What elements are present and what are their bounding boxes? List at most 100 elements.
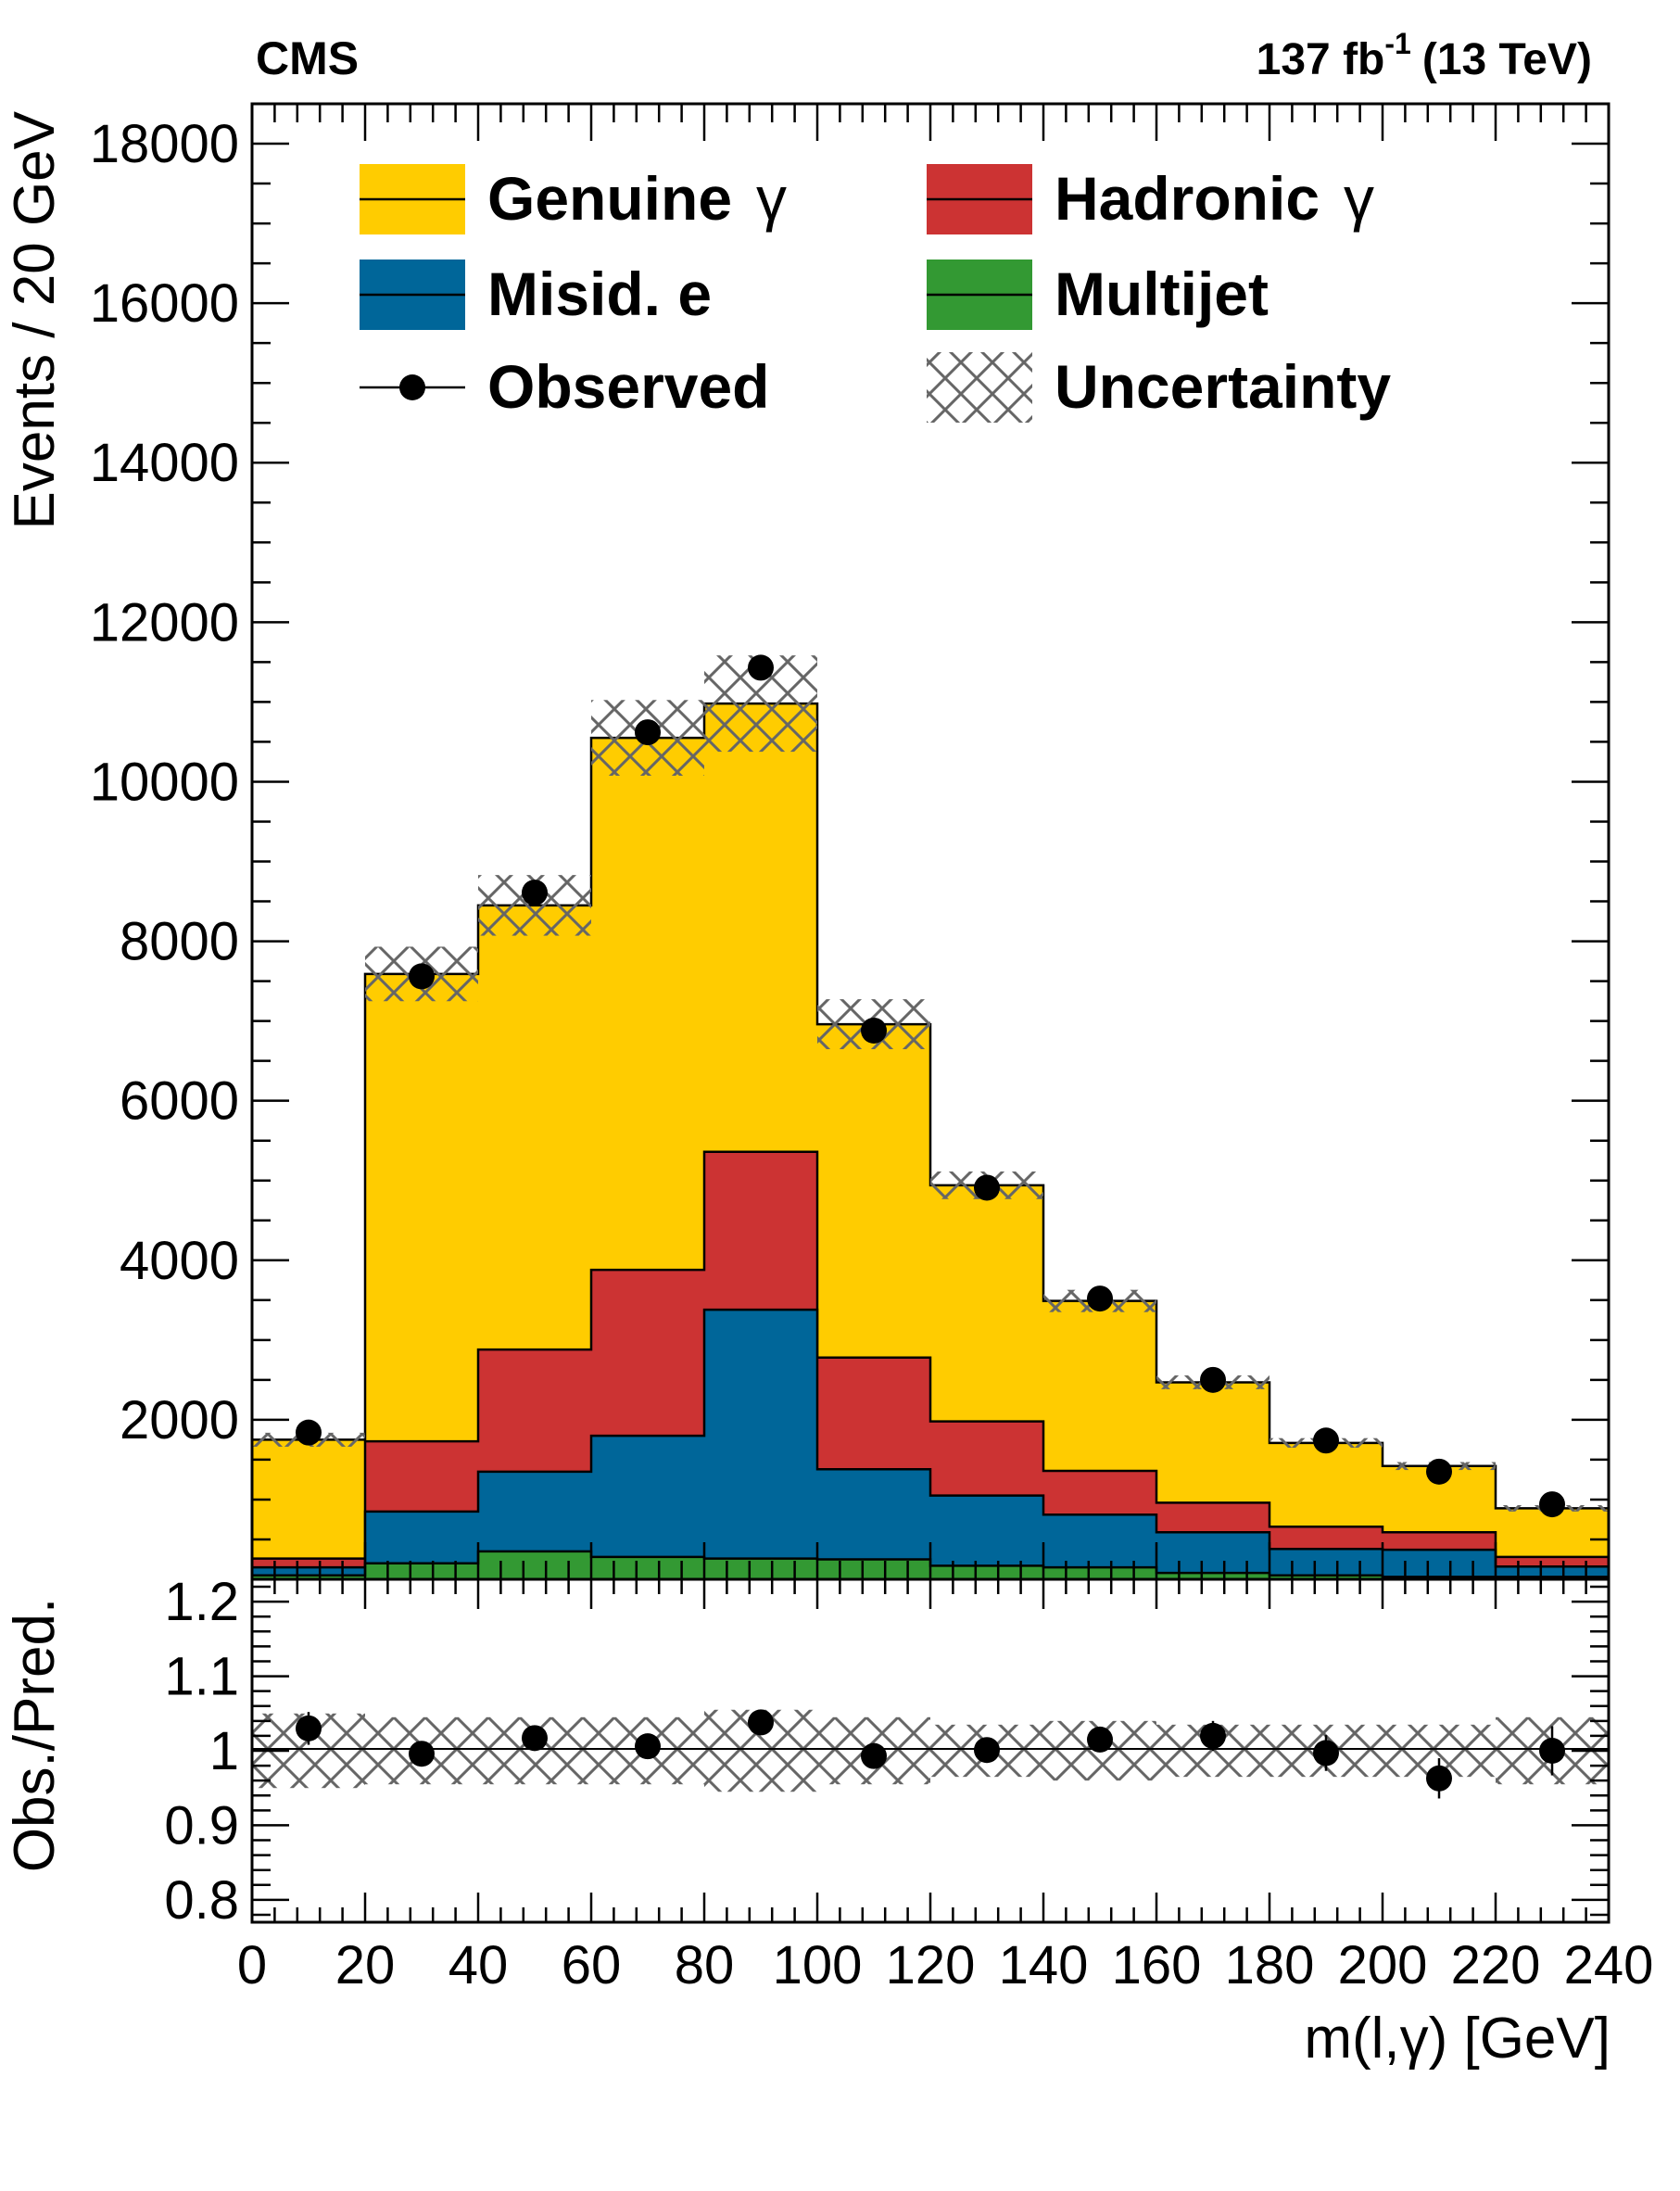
- lumi-value: 137 fb: [1257, 35, 1385, 84]
- ratio-frame: [250, 1577, 1611, 1924]
- ratio-axis-ticks: [250, 1579, 1611, 1922]
- ratio-point: [1313, 1740, 1339, 1767]
- legend-greek: γ: [756, 164, 787, 233]
- bar: [1383, 1550, 1496, 1579]
- legend-entry: Multijet: [927, 260, 1269, 330]
- ratio-points: [296, 1709, 1565, 1799]
- x-tick-label: 240: [1564, 1935, 1654, 1995]
- main-panel: 2000 4000 6000 8000 10000 12000 14000 16000 1800…: [3, 102, 1611, 1581]
- x-tick-label: 220: [1451, 1935, 1541, 1995]
- x-tick-label: 200: [1338, 1935, 1428, 1995]
- ratio-point: [296, 1715, 322, 1741]
- ratio-y-tick-label: 0.9: [164, 1795, 239, 1855]
- ratio-y-axis-label: Obs./Pred.: [3, 1598, 67, 1872]
- y-tick-label: 18000: [90, 114, 239, 174]
- legend-label: Hadronic γ: [1055, 164, 1374, 233]
- bar: [1156, 1532, 1269, 1579]
- observed-point: [1200, 1366, 1226, 1393]
- x-tick-label: 120: [886, 1935, 976, 1995]
- observed-point: [409, 963, 435, 990]
- legend-entry: Misid. e: [360, 260, 712, 330]
- legend-label: Multijet: [1055, 260, 1269, 328]
- ratio-point: [974, 1737, 1000, 1764]
- x-tick-label: 180: [1225, 1935, 1315, 1995]
- ratio-point: [748, 1709, 774, 1736]
- y-tick-label: 6000: [120, 1071, 239, 1132]
- observed-point: [522, 880, 548, 906]
- observed-point: [861, 1017, 887, 1044]
- y-tick-label: 4000: [120, 1231, 239, 1291]
- ratio-y-tick-label: 0.8: [164, 1870, 239, 1931]
- main-y-tick-labels: 2000 4000 6000 8000 10000 12000 14000 16000 1800…: [90, 114, 239, 1450]
- ratio-point: [635, 1733, 661, 1760]
- bar: [591, 1436, 704, 1579]
- ratio-y-tick-label: 1.2: [164, 1572, 239, 1632]
- observed-point: [1313, 1427, 1339, 1454]
- bar: [591, 1556, 704, 1579]
- y-tick-label: 16000: [90, 273, 239, 334]
- legend-entry: Genuine γ: [360, 164, 787, 234]
- ratio-point: [409, 1741, 435, 1767]
- x-tick-label: 20: [335, 1935, 396, 1995]
- observed-point: [1426, 1458, 1452, 1485]
- observed-point: [635, 719, 661, 746]
- x-tick-label: 40: [448, 1935, 509, 1995]
- lumi-exponent: -1: [1384, 27, 1410, 60]
- legend-entry: Observed: [360, 352, 769, 421]
- bar: [478, 1551, 591, 1579]
- bar: [704, 1558, 817, 1579]
- main-axis-ticks: [250, 104, 1611, 1579]
- x-tick-label: 160: [1112, 1935, 1202, 1995]
- bar: [704, 1310, 817, 1579]
- y-tick-label: 10000: [90, 752, 239, 812]
- ratio-point: [861, 1742, 887, 1769]
- bar: [1269, 1575, 1383, 1579]
- observed-points: [296, 654, 1565, 1518]
- x-tick-label: 0: [237, 1935, 267, 1995]
- main-y-axis-label: Events / 20 GeV: [3, 110, 67, 529]
- legend-label: Misid. e: [487, 260, 712, 328]
- observed-point: [748, 654, 774, 681]
- bar: [817, 1559, 930, 1579]
- bar: [365, 1563, 478, 1579]
- bar: [930, 1565, 1043, 1579]
- legend-entry: Uncertainty: [927, 352, 1391, 423]
- x-tick-label: 140: [999, 1935, 1089, 1995]
- legend-label: Uncertainty: [1055, 352, 1391, 421]
- ratio-point: [1539, 1738, 1565, 1764]
- legend-hatch: [927, 352, 1032, 423]
- ratio-y-tick-labels: 0.8 0.9 1 1.1 1.2: [164, 1572, 239, 1931]
- legend: Genuine γ Hadronic γ Misid. e Multijet Observe…: [360, 164, 1391, 423]
- x-axis-label: m(l,γ) [GeV]: [1304, 2007, 1611, 2071]
- energy-value: (13 TeV): [1422, 35, 1592, 84]
- bar: [1156, 1573, 1269, 1579]
- x-tick-label: 60: [562, 1935, 622, 1995]
- bar: [252, 1439, 365, 1579]
- legend-entry: Hadronic γ: [927, 164, 1374, 234]
- ratio-point: [1087, 1726, 1113, 1753]
- observed-point: [1087, 1285, 1113, 1312]
- x-tick-label: 100: [773, 1935, 863, 1995]
- x-tick-label: 80: [675, 1935, 735, 1995]
- x-tick-labels: 0 20 40 60 80 100 120 140 160 180 200 220 240: [237, 1935, 1654, 1995]
- ratio-y-tick-label: 1: [209, 1721, 239, 1781]
- legend-marker: [399, 374, 425, 400]
- y-tick-label: 14000: [90, 433, 239, 493]
- experiment-label: CMS: [256, 32, 359, 84]
- legend-greek: γ: [1344, 164, 1374, 233]
- y-tick-label: 8000: [120, 912, 239, 972]
- y-tick-label: 12000: [90, 592, 239, 652]
- stacked-histogram: [250, 702, 1611, 1579]
- ratio-point: [1200, 1722, 1226, 1749]
- ratio-point: [522, 1725, 548, 1752]
- series-misid-e: [250, 1308, 1611, 1579]
- ratio-point: [1426, 1765, 1452, 1792]
- observed-point: [974, 1174, 1000, 1201]
- series-outline: [250, 1150, 1611, 1579]
- ratio-panel: 0.8 0.9 1 1.1 1.2 0 20 40 60 80 100 120 140 160 180 20…: [3, 1572, 1653, 2071]
- y-tick-label: 2000: [120, 1390, 239, 1450]
- ratio-y-tick-label: 1.1: [164, 1647, 239, 1707]
- legend-label: Observed: [487, 352, 769, 421]
- legend-label: Genuine γ: [487, 164, 787, 233]
